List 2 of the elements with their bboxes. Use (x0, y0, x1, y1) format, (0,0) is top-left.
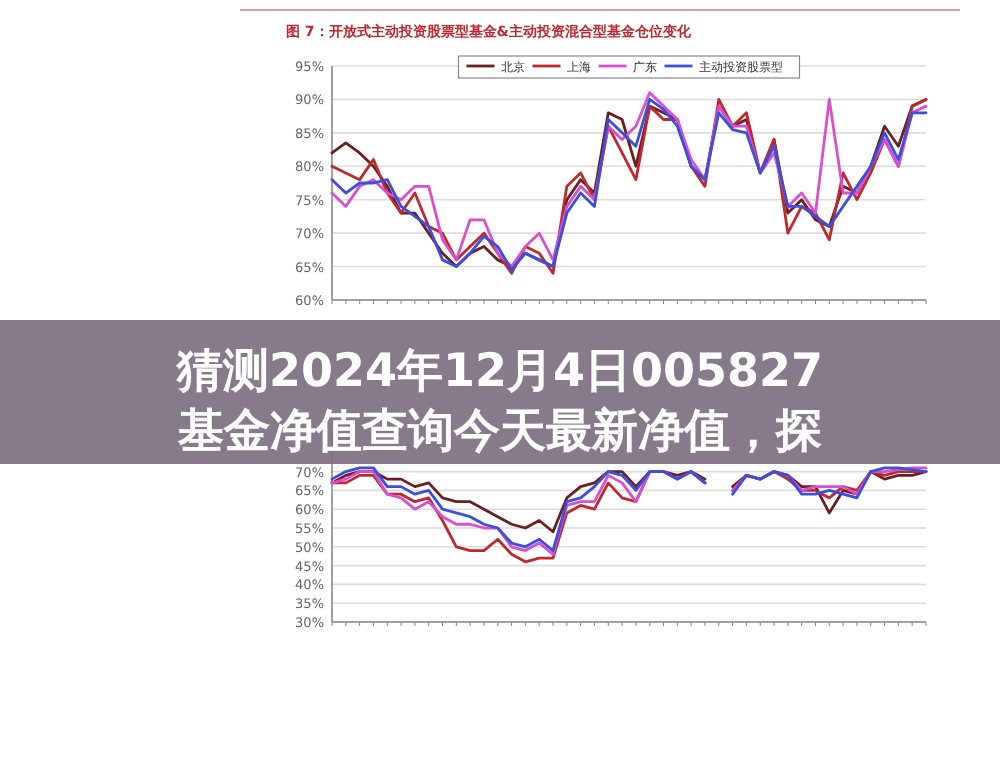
banner: 猜测2024年12月4日005827基金净值查询今天最新净值，探 (0, 320, 1000, 464)
annotation: 猜测2024年12月4日005827基金净值查询今天最新净值，探 (174, 346, 824, 458)
